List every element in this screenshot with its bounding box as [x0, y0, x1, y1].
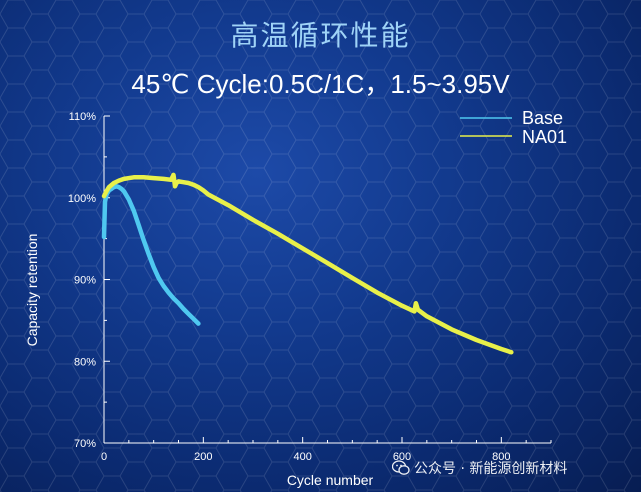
- wechat-icon: [392, 460, 410, 475]
- data-point-base: [187, 312, 190, 316]
- watermark-text: 公众号 · 新能源创新材料: [414, 461, 568, 477]
- data-point-na01: [510, 351, 513, 354]
- data-point-na01: [172, 173, 175, 177]
- data-point-na01: [202, 189, 205, 192]
- data-point-base: [132, 209, 135, 213]
- legend-label-base: Base: [522, 108, 563, 128]
- y-tick-label: 100%: [68, 193, 96, 205]
- data-point-na01: [169, 178, 173, 181]
- data-point-base: [142, 239, 145, 242]
- x-tick-label: 200: [194, 451, 212, 463]
- data-point-na01: [475, 338, 478, 342]
- data-point-base: [102, 235, 106, 239]
- data-point-na01: [192, 183, 195, 186]
- y-tick-label: 80%: [74, 356, 96, 368]
- y-axis-label: Capacity retention: [24, 234, 40, 347]
- y-tick-label: 70%: [74, 438, 96, 450]
- data-point-na01: [173, 185, 177, 188]
- data-point-na01: [107, 185, 111, 189]
- data-point-base: [197, 322, 200, 325]
- data-point-base: [192, 317, 195, 320]
- data-point-na01: [175, 181, 178, 185]
- data-point-base: [117, 185, 121, 189]
- data-point-base: [162, 284, 165, 288]
- data-point-na01: [197, 185, 200, 189]
- data-point-na01: [102, 194, 106, 198]
- data-point-base: [137, 224, 140, 227]
- chart-subtitle: 45℃ Cycle:0.5C/1C，1.5~3.95V: [131, 69, 510, 99]
- data-point-na01: [112, 181, 116, 185]
- data-point-na01: [413, 310, 416, 313]
- y-tick-label: 90%: [74, 275, 96, 287]
- data-point-base: [157, 276, 160, 280]
- data-point-na01: [450, 328, 453, 331]
- data-point-na01: [105, 190, 108, 193]
- data-point-na01: [351, 276, 354, 280]
- chart-title: 高温循环性能: [230, 19, 411, 52]
- x-axis-label: Cycle number: [287, 472, 374, 488]
- data-point-na01: [117, 179, 121, 182]
- data-point-base: [115, 185, 118, 188]
- x-tick-label: 600: [393, 451, 411, 463]
- data-point-na01: [142, 176, 145, 179]
- data-point-base: [167, 291, 170, 294]
- data-point-na01: [500, 347, 503, 351]
- data-point-na01: [251, 218, 255, 222]
- x-tick-label: 0: [101, 451, 107, 463]
- legend-label-na01: NA01: [522, 127, 567, 147]
- data-point-base: [182, 307, 185, 311]
- data-point-na01: [276, 232, 280, 235]
- data-point-na01: [132, 176, 135, 179]
- data-point-base: [120, 187, 123, 190]
- data-point-na01: [375, 291, 379, 294]
- x-tick-label: 400: [293, 451, 311, 463]
- data-point-na01: [301, 247, 304, 250]
- data-point-base: [103, 200, 107, 204]
- data-point-na01: [162, 177, 165, 181]
- data-point-base: [122, 190, 126, 193]
- data-point-na01: [207, 193, 210, 196]
- data-point-na01: [425, 315, 429, 318]
- data-point-base: [172, 297, 175, 300]
- y-tick-label: 110%: [69, 111, 97, 123]
- x-tick-label: 800: [492, 451, 510, 463]
- data-point-na01: [182, 181, 185, 184]
- data-point-base: [127, 198, 131, 201]
- data-point-na01: [414, 302, 418, 305]
- data-point-base: [112, 185, 116, 189]
- data-point-na01: [152, 176, 155, 180]
- watermark: 公众号 · 新能源创新材料: [392, 458, 567, 478]
- data-point-na01: [177, 180, 180, 183]
- axis-ticks: 0 200 400 600 800 70% 80% 90% 100% 110%: [68, 111, 552, 463]
- series-line-base: [101, 184, 201, 326]
- data-point-na01: [226, 203, 230, 207]
- data-point-base: [152, 266, 155, 269]
- data-point-na01: [400, 304, 404, 307]
- series-layer: [101, 172, 514, 355]
- data-point-na01: [122, 177, 126, 181]
- data-point-base: [177, 302, 180, 305]
- data-point-base: [147, 252, 150, 256]
- data-point-na01: [326, 261, 329, 265]
- chart-legend: Base NA01: [460, 108, 567, 147]
- chart-axes: [103, 116, 551, 444]
- data-point-na01: [416, 308, 420, 311]
- data-point-na01: [187, 181, 190, 185]
- series-line-na01: [101, 172, 514, 355]
